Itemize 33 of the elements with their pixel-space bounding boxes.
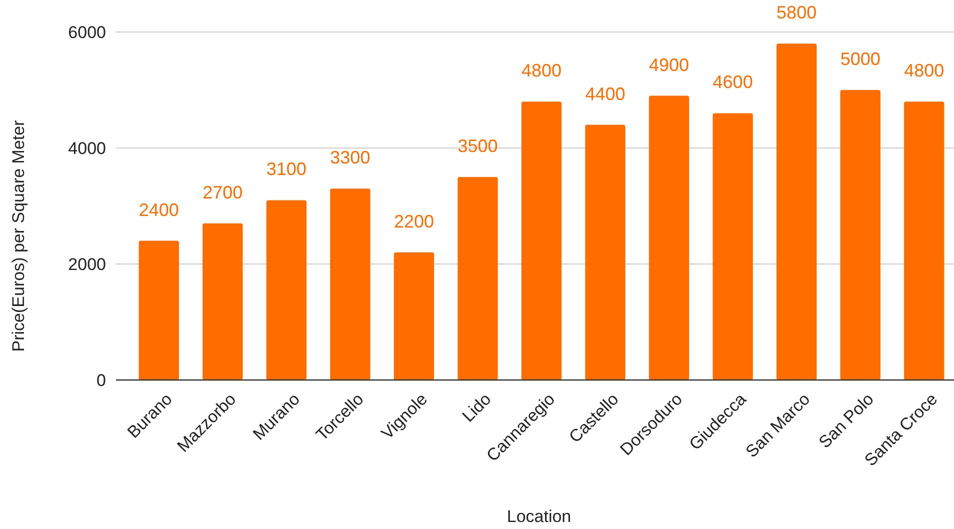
bar — [458, 177, 498, 380]
bar — [904, 102, 944, 380]
bar — [266, 200, 307, 380]
bar — [521, 102, 562, 380]
x-axis-title: Location — [506, 507, 572, 526]
x-tick-label: Lido — [458, 390, 495, 426]
bar — [840, 90, 880, 380]
y-tick-label: 6000 — [68, 22, 106, 42]
data-label: 3500 — [458, 136, 498, 156]
data-label: 2700 — [202, 182, 243, 202]
data-label: 3100 — [266, 159, 306, 180]
data-label: 2400 — [138, 200, 179, 220]
bar — [776, 44, 817, 380]
data-label: 4400 — [585, 84, 626, 104]
y-tick-label: 4000 — [68, 138, 106, 158]
data-label: 3300 — [330, 148, 370, 168]
y-axis-title: Price(Euros) per Square Meter — [9, 120, 28, 352]
bar — [138, 240, 179, 380]
data-label: 4800 — [521, 60, 562, 81]
data-label: 4900 — [649, 54, 690, 75]
bar — [648, 96, 690, 380]
data-label: 5800 — [776, 2, 817, 23]
bar — [585, 124, 626, 380]
bar — [394, 252, 434, 380]
data-label: 2200 — [394, 211, 434, 232]
bar — [202, 223, 243, 380]
y-tick-label: 0 — [96, 370, 106, 390]
bar — [712, 113, 753, 380]
y-tick-label: 2000 — [68, 254, 106, 274]
data-label: 4600 — [712, 72, 753, 92]
bar — [330, 188, 370, 380]
data-label: 4800 — [904, 60, 944, 81]
data-label: 5000 — [840, 49, 880, 69]
